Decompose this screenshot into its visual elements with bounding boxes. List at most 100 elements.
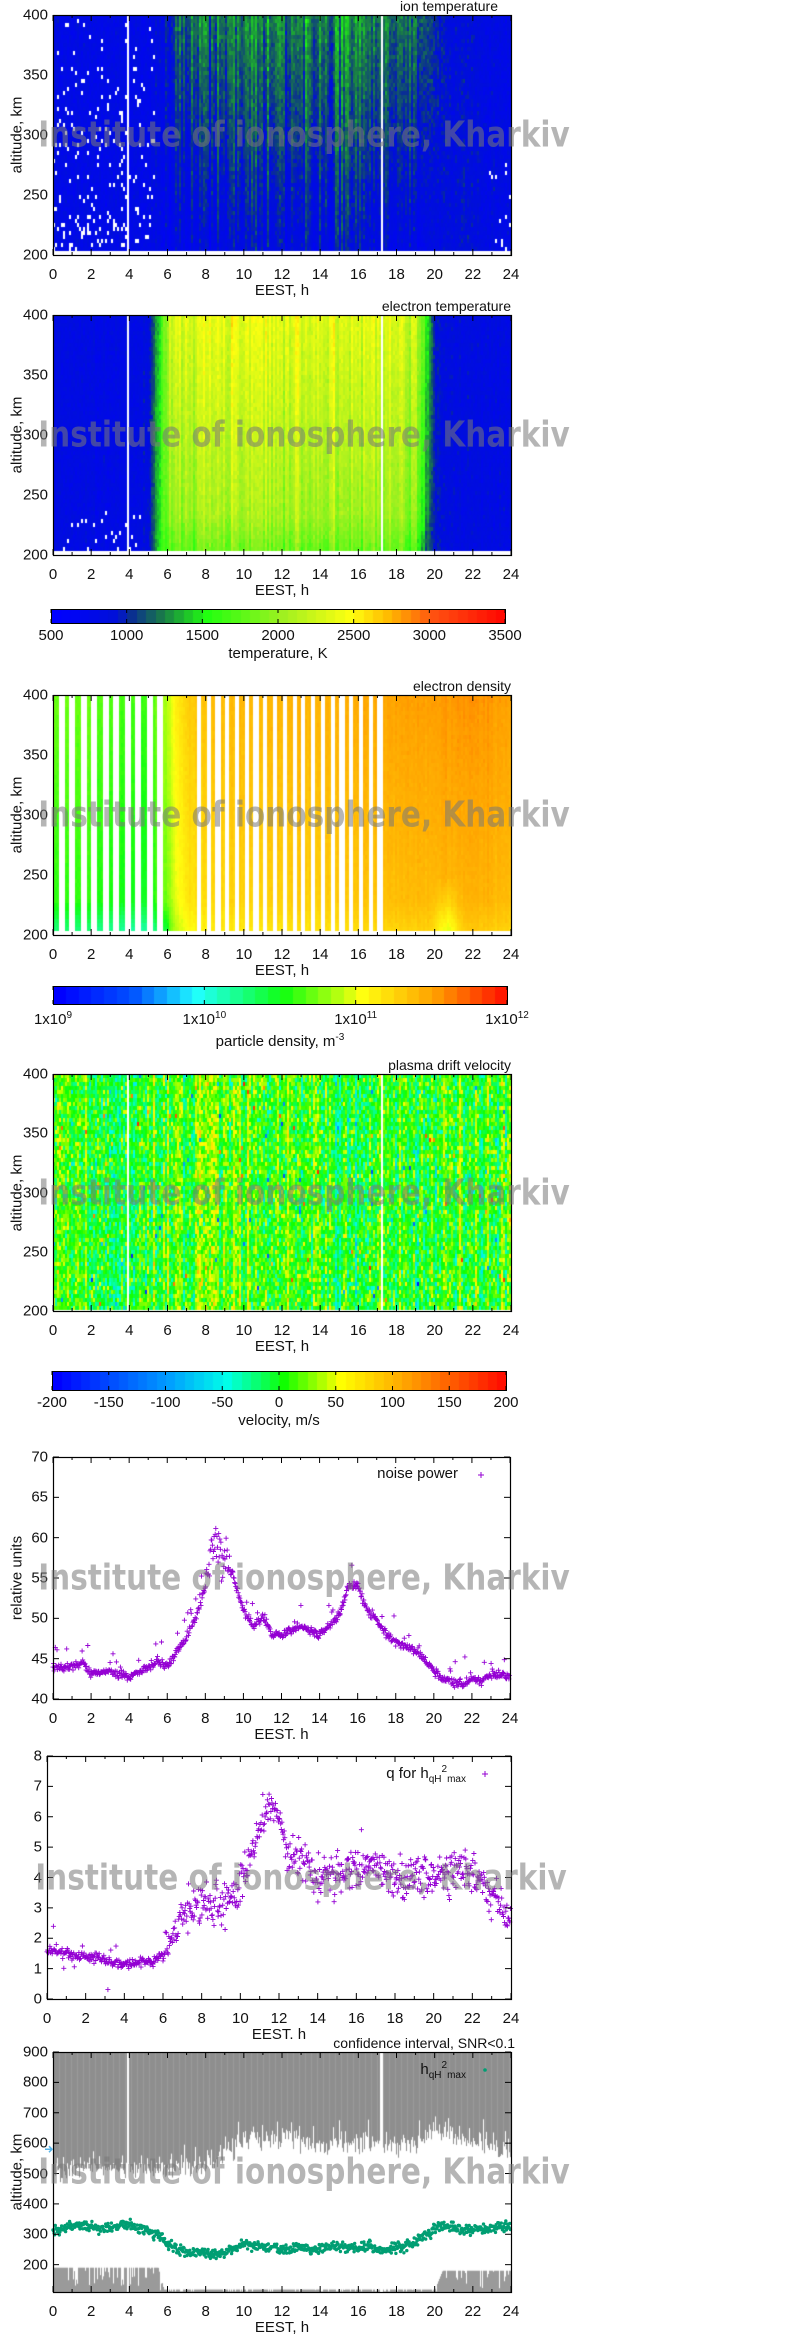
data-point [221,1548,227,1554]
data-point [339,1603,345,1609]
data-point [127,1675,132,1681]
x-tick-label: 24 [502,266,520,283]
data-point [375,1618,380,1624]
x-tick-label: 2 [86,266,96,283]
data-point [207,1573,212,1579]
data-point [121,1674,127,1680]
y-tick-label: 250 [22,186,48,204]
data-point [177,1645,183,1650]
data-point [388,1632,394,1638]
data-point [181,1641,187,1647]
data-point [212,1546,218,1552]
data-point [251,1625,257,1631]
data-point [369,1607,375,1613]
data-point [292,1619,298,1625]
colorbar-tick-text: -200 [36,1394,68,1411]
data-point [119,1674,125,1680]
data-point [61,1668,67,1674]
colorbar-tick-text: 0 [274,1394,284,1411]
data-point [216,1531,222,1537]
data-point [244,1599,250,1605]
data-point [265,1623,271,1629]
y-tick-label: 200 [22,246,48,264]
data-point [209,1537,215,1543]
data-point [228,1572,234,1578]
colorbar-tick-label: -100 [150,1394,180,1411]
data-point [197,1592,203,1598]
data-point [223,1535,229,1541]
data-point [257,1621,263,1627]
y-tick-label: 400 [22,686,48,704]
data-point [366,1612,372,1618]
data-point [216,1554,222,1560]
x-tick-label: 0 [48,266,58,283]
x-tick-label: 8 [201,1322,210,1339]
data-point [196,1606,202,1612]
x-tick-label: 12 [273,266,291,283]
data-point [343,1592,349,1598]
x-tick-label: 8 [201,566,210,583]
data-point [255,1610,260,1616]
data-point [180,1642,186,1647]
data-point [112,1671,118,1677]
y-tick-label: 350 [22,746,48,764]
data-point [240,1603,246,1609]
data-point [248,1615,254,1621]
data-point [70,1667,76,1673]
data-point [232,1580,238,1586]
data-point [117,1664,123,1670]
x-tick-label: 14 [311,566,329,583]
y-tick-label: 300 [22,806,48,824]
data-point [76,1665,82,1671]
x-tick-label: 8 [201,266,210,283]
data-point [213,1525,219,1531]
data-point [186,1630,192,1636]
x-tick-label: 18 [388,266,405,283]
data-point [58,1661,64,1667]
data-point [54,1647,60,1653]
data-point [374,1617,380,1623]
data-point [168,1661,174,1667]
x-tick-label: 20 [426,946,443,963]
data-point [224,1547,230,1553]
data-point [215,1559,221,1565]
data-point [148,1667,154,1673]
y-tick-label: 250 [22,866,48,884]
data-point [209,1542,215,1548]
data-point [114,1668,120,1674]
x-tick-label: 14 [311,946,329,963]
colorbar-tick-label: -150 [94,1394,124,1411]
data-point [237,1598,243,1604]
x-tick-label: 10 [235,1322,253,1339]
data-point [188,1607,194,1613]
data-point [172,1654,178,1660]
colorbar-tick-text: -50 [211,1394,234,1411]
data-point [201,1589,207,1595]
data-point [171,1658,176,1664]
y-tick-label: 400 [22,6,48,24]
data-point [356,1585,362,1591]
data-point [312,1633,318,1639]
x-tick-label: 6 [163,566,172,583]
data-point [329,1609,335,1615]
data-point [339,1607,344,1612]
data-point [193,1616,199,1622]
data-point [159,1639,164,1645]
x-tick-label: 16 [349,1322,367,1339]
data-point [189,1624,195,1630]
x-tick-label: 6 [163,266,172,283]
x-axis-label: EEST, h [254,1338,310,1355]
x-axis-label: EEST, h [254,962,310,979]
data-point [351,1579,357,1585]
data-point [189,1623,195,1629]
y-tick-label: 200 [22,546,48,564]
data-point [128,1676,134,1682]
data-point [188,1610,194,1616]
data-point [110,1651,116,1657]
data-point [391,1613,397,1619]
data-point [361,1597,367,1603]
data-point [291,1628,296,1634]
